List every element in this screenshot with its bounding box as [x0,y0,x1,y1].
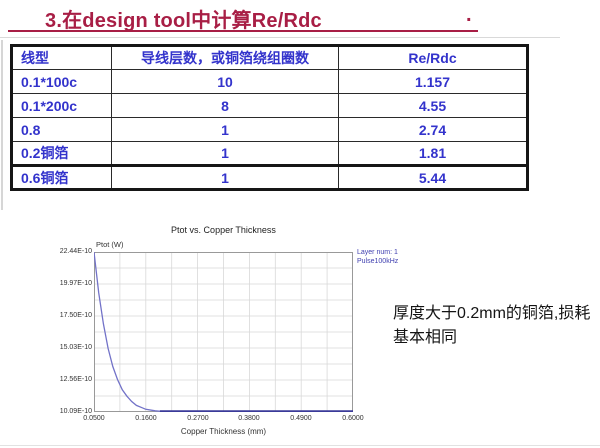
table-row: 0.1*200c 8 4.55 [11,93,528,118]
table-row: 0.1*100c 10 1.157 [11,69,528,94]
x-tick-label: 0.2700 [187,415,209,422]
cell-re-rdc: 5.44 [338,164,528,190]
x-tick-label: 0.0500 [83,415,105,422]
col-header-layers: 导线层数，或铜箔绕组圈数 [111,45,339,70]
title-underline [8,30,478,32]
cell-line-type: 0.1*100c [11,69,112,94]
slide-bottom-edge [0,445,600,446]
x-tick-label: 0.6000 [342,415,364,422]
cell-line-type: 0.8 [11,117,112,142]
table-row: 0.2铜箔 1 1.81 [11,141,528,166]
page-title: 3.在design tool中计算Re/Rdc [45,10,322,32]
cell-re-rdc: 1.157 [338,69,528,94]
cell-re-rdc: 2.74 [338,117,528,142]
cell-layers: 1 [111,141,339,166]
table-row: 0.8 1 2.74 [11,117,528,142]
title-trailing-period: . [466,4,472,26]
col-header-re-rdc: Re/Rdc [338,45,528,70]
x-tick-label: 0.4900 [290,415,312,422]
y-tick-label: 19.97E-10 [59,280,92,287]
re-rdc-table: 线型 导线层数，或铜箔绕组圈数 Re/Rdc 0.1*100c 10 1.157… [10,44,529,191]
y-axis-title: Ptot (W) [96,240,124,249]
slide-edge-mark [1,40,3,210]
col-header-line-type: 线型 [11,45,112,70]
y-tick-label: 10.09E-10 [59,408,92,415]
cell-layers: 10 [111,69,339,94]
loss-curve-plot [93,251,353,413]
y-tick-label: 12.56E-10 [59,376,92,383]
cell-layers: 1 [111,164,339,190]
y-tick-label: 15.03E-10 [59,344,92,351]
header-divider [0,37,560,38]
y-tick-label: 17.50E-10 [59,312,92,319]
table-row: 0.6铜箔 1 5.44 [11,164,528,190]
cell-re-rdc: 1.81 [338,141,528,166]
table-header-row: 线型 导线层数，或铜箔绕组圈数 Re/Rdc [11,45,528,70]
x-tick-label: 0.3800 [238,415,260,422]
chart-title: Ptot vs. Copper Thickness [171,225,276,235]
cell-re-rdc: 4.55 [338,93,528,118]
legend-entry-layer-num: Layer num: 1 [357,249,398,256]
cell-line-type: 0.6铜箔 [11,164,112,190]
cell-layers: 1 [111,117,339,142]
cell-layers: 8 [111,93,339,118]
legend-entry-pulse: Pulse100kHz [357,258,399,265]
y-tick-label: 22.44E-10 [59,248,92,255]
cell-line-type: 0.2铜箔 [11,141,112,166]
x-axis-title: Copper Thickness (mm) [180,427,267,436]
x-tick-label: 0.1600 [135,415,157,422]
annotation-text: 厚度大于0.2mm的铜箔,损耗基本相同 [393,305,591,346]
chart-legend: Layer num: 1 Pulse100kHz [357,248,398,266]
cell-line-type: 0.1*200c [11,93,112,118]
plot-area [93,251,353,413]
